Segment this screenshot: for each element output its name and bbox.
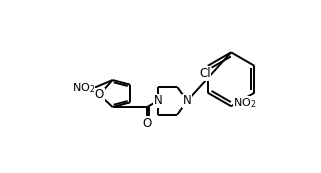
- Text: N: N: [183, 94, 192, 107]
- Text: O: O: [95, 88, 104, 101]
- Text: O: O: [143, 117, 152, 130]
- Text: Cl: Cl: [199, 67, 211, 80]
- Text: NO$_2$: NO$_2$: [72, 82, 95, 95]
- Text: NO$_2$: NO$_2$: [233, 96, 257, 110]
- Text: N: N: [153, 94, 162, 107]
